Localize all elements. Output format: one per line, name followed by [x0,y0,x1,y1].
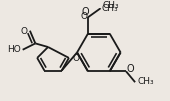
Text: O: O [81,7,89,17]
Text: CH₃: CH₃ [103,1,119,10]
Text: HO: HO [7,45,21,54]
Text: O: O [81,12,88,21]
Text: CH₃: CH₃ [138,77,154,86]
Text: O: O [20,27,27,36]
Text: O: O [127,65,135,75]
Text: CH₃: CH₃ [101,4,118,13]
Text: O: O [73,54,80,63]
